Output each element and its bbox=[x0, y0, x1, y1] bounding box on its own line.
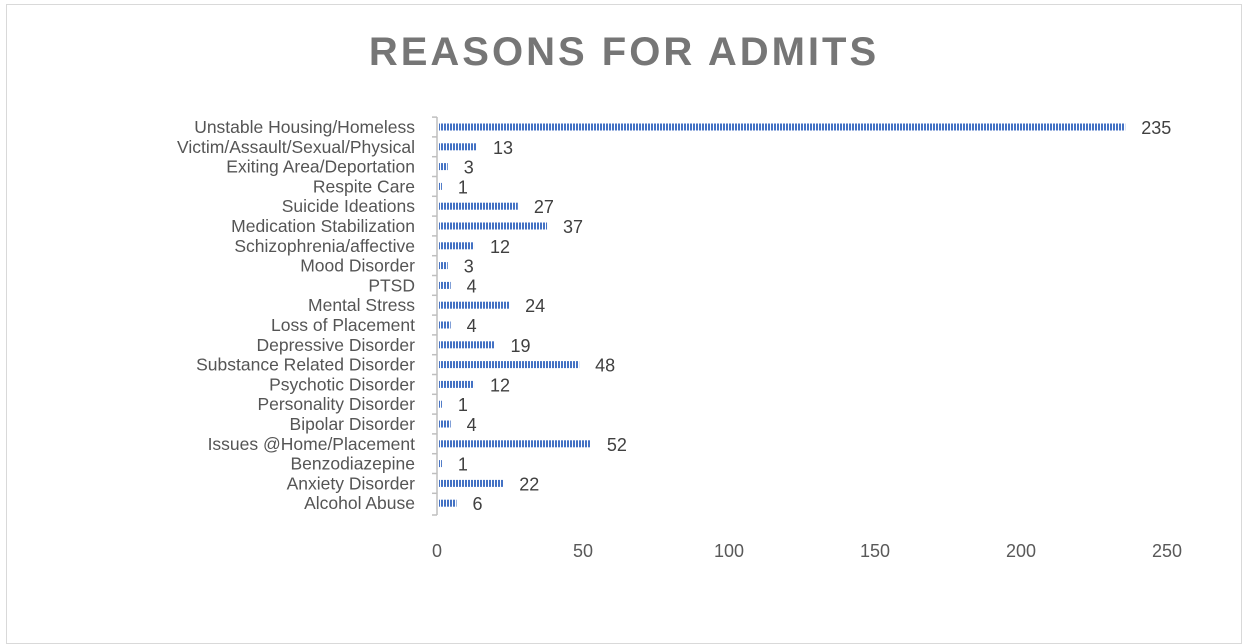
data-label: 1 bbox=[458, 455, 468, 475]
x-tick-label: 250 bbox=[1152, 541, 1182, 561]
bar bbox=[439, 123, 1126, 131]
category-label: Mood Disorder bbox=[300, 256, 415, 276]
category-label: Bipolar Disorder bbox=[290, 414, 416, 434]
x-tick-label: 150 bbox=[860, 541, 890, 561]
bar-chart: Unstable Housing/Homeless 235 Victim/Assau… bbox=[177, 116, 1182, 561]
category-label: Psychotic Disorder bbox=[269, 374, 415, 394]
data-label: 3 bbox=[464, 257, 474, 277]
category-label: Medication Stabilization bbox=[231, 216, 415, 236]
category-label: Anxiety Disorder bbox=[287, 473, 416, 493]
data-label: 12 bbox=[490, 237, 510, 257]
category-label: Depressive Disorder bbox=[256, 335, 415, 355]
data-label: 4 bbox=[467, 415, 477, 435]
bar bbox=[439, 460, 442, 468]
data-label: 24 bbox=[525, 296, 545, 316]
category-label: Personality Disorder bbox=[257, 394, 415, 414]
bar bbox=[439, 143, 477, 151]
data-label: 12 bbox=[490, 375, 510, 395]
category-label: Exiting Area/Deportation bbox=[226, 157, 415, 177]
data-label: 52 bbox=[607, 435, 627, 455]
axis-layer bbox=[432, 116, 438, 516]
data-label: 4 bbox=[467, 316, 477, 336]
data-label: 1 bbox=[458, 177, 468, 197]
category-label: Respite Care bbox=[313, 176, 415, 196]
data-label: 6 bbox=[473, 494, 483, 514]
data-label: 19 bbox=[510, 336, 530, 356]
data-label: 48 bbox=[595, 356, 615, 376]
category-label: Unstable Housing/Homeless bbox=[194, 117, 415, 137]
bar bbox=[439, 479, 504, 487]
category-label: Victim/Assault/Sexual/Physical bbox=[177, 137, 415, 157]
data-label: 235 bbox=[1141, 118, 1171, 138]
data-label: 22 bbox=[519, 474, 539, 494]
bar bbox=[439, 321, 451, 329]
chart-frame bbox=[6, 4, 1242, 644]
bar bbox=[439, 380, 475, 388]
labels-layer: Unstable Housing/Homeless 235 Victim/Assau… bbox=[177, 117, 1182, 561]
category-label: Mental Stress bbox=[308, 295, 415, 315]
category-label: Loss of Placement bbox=[271, 315, 415, 335]
bar bbox=[439, 163, 448, 171]
data-label: 1 bbox=[458, 395, 468, 415]
x-tick-label: 100 bbox=[714, 541, 744, 561]
data-label: 3 bbox=[464, 158, 474, 178]
category-label: Issues @Home/Placement bbox=[208, 434, 416, 454]
chart-title: REASONS FOR ADMITS bbox=[368, 30, 880, 74]
bar bbox=[439, 420, 451, 428]
category-label: Alcohol Abuse bbox=[304, 493, 415, 513]
category-label: Benzodiazepine bbox=[290, 454, 415, 474]
bar bbox=[439, 202, 518, 210]
category-label: PTSD bbox=[368, 275, 415, 295]
bar bbox=[439, 182, 442, 190]
bar bbox=[439, 301, 510, 309]
x-tick-label: 50 bbox=[573, 541, 593, 561]
bar bbox=[439, 281, 451, 289]
bar bbox=[439, 262, 448, 270]
category-label: Schizophrenia/affective bbox=[234, 236, 415, 256]
bar bbox=[439, 222, 548, 230]
data-label: 37 bbox=[563, 217, 583, 237]
data-label: 13 bbox=[493, 138, 513, 158]
bar bbox=[439, 400, 442, 408]
category-label: Substance Related Disorder bbox=[196, 355, 415, 375]
bar bbox=[439, 440, 591, 448]
bar bbox=[439, 242, 475, 250]
x-tick-label: 0 bbox=[432, 541, 442, 561]
x-tick-label: 200 bbox=[1006, 541, 1036, 561]
data-label: 27 bbox=[534, 197, 554, 217]
bar bbox=[439, 361, 580, 369]
bars-layer bbox=[439, 123, 1126, 507]
bar bbox=[439, 341, 495, 349]
data-label: 4 bbox=[467, 276, 477, 296]
category-label: Suicide Ideations bbox=[282, 196, 416, 216]
bar bbox=[439, 499, 457, 507]
